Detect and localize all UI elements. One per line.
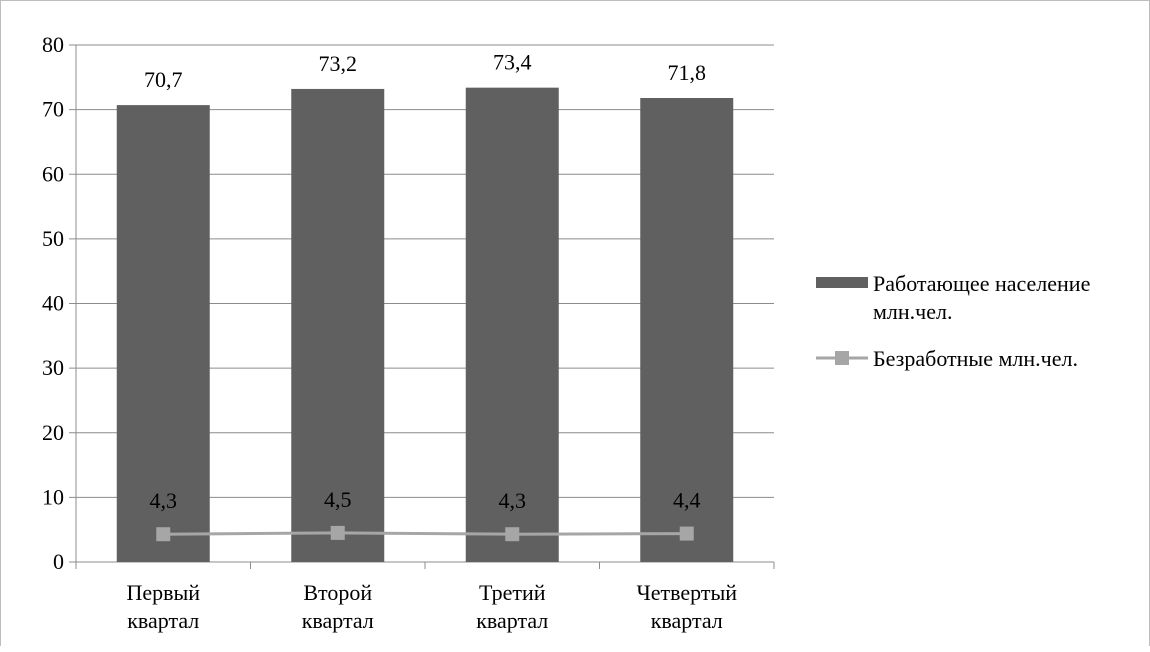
legend-line-marker <box>835 351 849 365</box>
bar <box>291 88 385 562</box>
line-data-label: 4,5 <box>324 487 352 512</box>
data-labels: 70,7 73,2 73,4 71,8 4,3 4,5 4,3 4,4 <box>144 50 706 514</box>
legend: Работающее население млн.чел. Безработные … <box>816 271 1090 371</box>
line-data-label: 4,3 <box>499 488 527 513</box>
bar-data-label: 73,4 <box>493 50 532 75</box>
y-tick-label: 40 <box>42 291 64 316</box>
line-marker <box>505 527 520 542</box>
bar <box>465 87 559 562</box>
y-tick-label: 70 <box>42 97 64 122</box>
x-category-label: Второй квартал <box>302 580 374 633</box>
legend-label-bar: Работающее население млн.чел. <box>873 271 1090 324</box>
line-path <box>163 531 687 536</box>
axes: 0 10 20 30 40 50 60 70 80 Первый квартал Второй квар… <box>42 32 775 633</box>
y-tick-label: 30 <box>42 355 64 380</box>
bar-data-label: 73,2 <box>319 51 358 76</box>
y-tick-label: 20 <box>42 420 64 445</box>
y-tick-label: 80 <box>42 32 64 57</box>
line-marker <box>330 525 345 540</box>
bar-series <box>116 87 734 563</box>
y-tick-label: 0 <box>53 549 64 574</box>
bar-data-label: 70,7 <box>144 67 183 92</box>
legend-bar-swatch <box>816 277 868 288</box>
x-category-label: Первый квартал <box>126 580 200 633</box>
line-marker <box>156 527 171 542</box>
bar <box>640 97 734 563</box>
x-category-label: Четвертый квартал <box>636 580 737 633</box>
bar <box>116 105 210 562</box>
y-tick-label: 10 <box>42 484 64 509</box>
line-series <box>156 525 694 542</box>
y-tick-label: 60 <box>42 161 64 186</box>
x-category-label: Третий квартал <box>476 580 548 633</box>
y-tick-label: 50 <box>42 226 64 251</box>
bar-data-label: 71,8 <box>668 60 707 85</box>
line-data-label: 4,4 <box>673 488 701 513</box>
line-data-label: 4,3 <box>150 488 178 513</box>
line-marker <box>679 526 694 541</box>
legend-label-line: Безработные млн.чел. <box>873 346 1078 371</box>
